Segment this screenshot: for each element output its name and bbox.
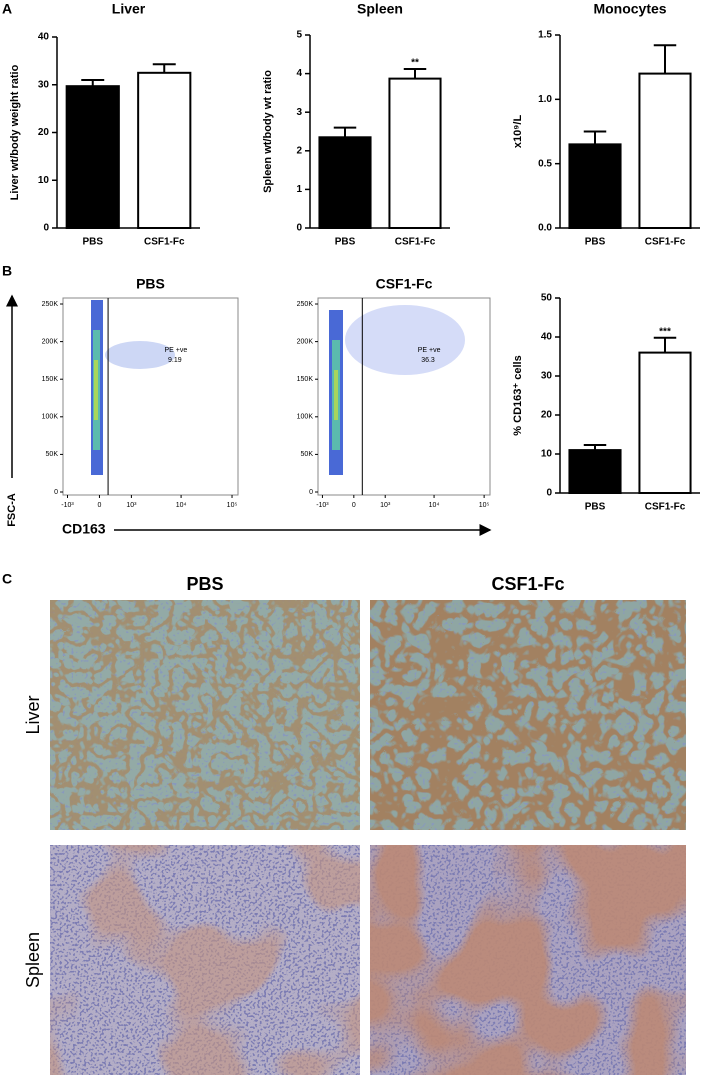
y-tick-label: 150K (42, 376, 59, 383)
y-tick-label: 3 (296, 107, 302, 118)
y-tick-label: 1 (296, 184, 302, 195)
gate-value: 9.19 (168, 357, 182, 364)
x-tick-label: 10⁴ (176, 502, 187, 509)
y-tick-label: 0 (309, 489, 313, 496)
chart-title: Monocytes (593, 1, 666, 17)
bar (568, 449, 622, 495)
x-tick-label: PBS (335, 237, 356, 248)
x-tick-label: PBS (585, 237, 606, 248)
y-tick-label: 0.5 (538, 158, 552, 169)
histology-liver-pbs (50, 600, 360, 830)
x-tick-label: 0 (97, 502, 101, 509)
y-axis-label: % CD163⁺ cells (512, 355, 524, 435)
chart-title: Spleen (357, 1, 403, 17)
y-tick-label: 0 (54, 489, 58, 496)
significance: ** (411, 58, 419, 69)
y-tick-label: 4 (296, 68, 302, 79)
x-tick-label: PBS (82, 237, 103, 248)
bar (65, 85, 120, 230)
panel-label: A (2, 1, 12, 17)
x-tick-label: CSF1-Fc (645, 502, 686, 513)
x-axis-label: CD163 (62, 521, 106, 537)
flow-density (91, 300, 465, 475)
x-tick-label: PBS (585, 502, 606, 513)
y-tick-label: 50 (541, 293, 553, 304)
chart-title: PBS (136, 276, 165, 292)
histology-spleen-pbs (50, 845, 360, 1075)
y-tick-label: 0 (43, 223, 49, 234)
y-tick-label: 200K (297, 338, 314, 345)
x-tick-label: CSF1-Fc (144, 237, 185, 248)
y-tick-label: 50K (301, 451, 314, 458)
histology-row: Spleen (23, 932, 43, 988)
y-tick-label: 30 (38, 79, 50, 90)
bar (318, 136, 372, 229)
y-tick-label: 40 (38, 32, 50, 43)
y-axis-label: Spleen wt/body wt ratio (262, 70, 274, 193)
bar (137, 71, 192, 229)
y-tick-label: 30 (541, 371, 553, 382)
histology-spleen-csf1 (370, 845, 686, 1075)
bar (638, 351, 692, 494)
y-tick-label: 0 (296, 223, 302, 234)
x-tick-label: -10³ (316, 502, 329, 509)
gate-label: PE +ve (418, 347, 441, 354)
bar (638, 72, 692, 229)
chart-title: Liver (112, 1, 146, 17)
histology-column: PBS (186, 574, 223, 594)
x-tick-label: 10³ (380, 502, 391, 509)
y-tick-label: 20 (38, 127, 50, 138)
y-tick-label: 150K (297, 376, 314, 383)
x-tick-label: 0 (352, 502, 356, 509)
x-tick-label: -10³ (61, 502, 74, 509)
y-tick-label: 5 (296, 30, 302, 41)
bar (388, 77, 442, 229)
x-tick-label: CSF1-Fc (395, 237, 436, 248)
y-tick-label: 0 (546, 488, 552, 499)
histology-liver-csf1 (370, 600, 686, 830)
plot-frame (62, 297, 239, 496)
y-axis-label: FSC-A (6, 493, 18, 527)
y-tick-label: 250K (42, 301, 59, 308)
y-tick-label: 50K (46, 451, 59, 458)
y-tick-label: 2 (296, 145, 302, 156)
y-tick-label: 20 (541, 410, 553, 421)
chart-title: CSF1-Fc (376, 276, 433, 292)
x-tick-label: CSF1-Fc (645, 237, 686, 248)
plot-frame (317, 297, 491, 496)
y-tick-label: 1.0 (538, 94, 552, 105)
y-tick-label: 10 (541, 449, 553, 460)
y-axis-label: Liver wt/body weight ratio (9, 64, 21, 200)
histology-column: CSF1-Fc (491, 574, 564, 594)
y-tick-label: 1.5 (538, 30, 552, 41)
x-tick-label: 10⁵ (227, 502, 238, 509)
bar (568, 143, 622, 229)
y-tick-label: 100K (297, 414, 314, 421)
histology-row: Liver (23, 695, 43, 734)
gate-label: PE +ve (165, 347, 188, 354)
y-tick-label: 40 (541, 332, 553, 343)
gate-value: 36.3 (421, 357, 435, 364)
panel-label: B (2, 263, 12, 279)
x-tick-label: 10³ (126, 502, 137, 509)
y-tick-label: 250K (297, 301, 314, 308)
y-axis-label: x10⁹/L (512, 115, 524, 149)
panel-label: C (2, 571, 12, 587)
y-tick-label: 10 (38, 175, 50, 186)
y-tick-label: 0.0 (538, 223, 552, 234)
x-tick-label: 10⁴ (429, 502, 440, 509)
significance: *** (659, 326, 671, 337)
y-tick-label: 100K (42, 414, 59, 421)
y-tick-label: 200K (42, 338, 59, 345)
x-tick-label: 10⁵ (479, 502, 490, 509)
